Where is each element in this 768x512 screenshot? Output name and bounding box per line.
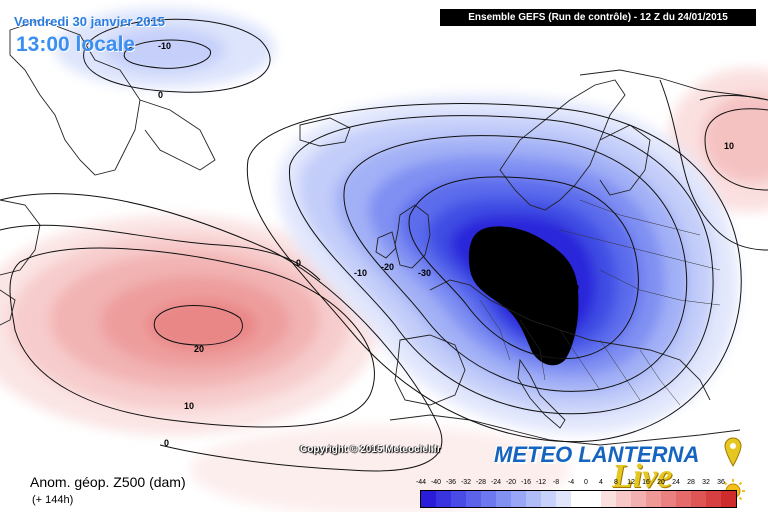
parameter-label: Anom. géop. Z500 (dam) [30,474,186,490]
legend-swatch [451,491,466,507]
run-banner: Ensemble GEFS (Run de contrôle) - 12 Z d… [440,9,756,26]
copyright: Copyright © 2015 Meteociel.fr [300,444,441,455]
legend-swatch [646,491,661,507]
legend-tick-label: 8 [614,479,618,486]
color-scale-legend [420,490,737,508]
isoline-minus20 [289,115,714,415]
legend-swatch [481,491,496,507]
legend-tick-label: 24 [672,479,680,486]
map-pin-icon [724,437,742,468]
logo-live: Live [612,458,673,495]
label-sw-ten: 10 [184,401,194,411]
legend-tick-label: -4 [567,479,575,486]
legend-tick-label: -20 [505,479,517,486]
legend-swatch [436,491,451,507]
lead-time: (+ 144h) [32,494,74,506]
legend-tick-label: -40 [430,479,442,486]
legend-tick-label: 16 [642,479,650,486]
isoline-labels: -10 0 10 0 -10 -20 -30 -40 20 10 0 [158,41,734,448]
label-south-zero: 0 [164,438,169,448]
positive-anomaly-southwest [0,215,380,435]
legend-ticks: -44 -40 -36 -32 -28 -24 -20 -16 -12 -8 -4 0 4 8 12 16 20… [410,479,760,490]
legend-swatch [586,491,601,507]
isoline-nw-minus10 [123,39,211,69]
negative-anomaly-northwest [55,8,275,88]
legend-tick-label: -12 [535,479,547,486]
isoline-zero-south [0,193,443,472]
legend-swatch [421,491,436,507]
legend-tick-label: 0 [584,479,588,486]
legend-tick-label: 4 [599,479,603,486]
legend-swatch [631,491,646,507]
legend-swatch [511,491,526,507]
legend-swatch [601,491,616,507]
label-ne-ten: 10 [724,141,734,151]
legend-tick-label: 32 [702,479,710,486]
label-minus20: -20 [381,262,394,272]
legend-swatch [676,491,691,507]
forecast-time: 13:00 locale [16,33,136,56]
legend-tick-label: 36 [717,479,725,486]
legend-swatch [526,491,541,507]
isoline-minus40 [408,176,639,359]
isoline-ne-ten [699,95,768,191]
legend-swatch [721,491,736,507]
legend-tick-label: 12 [627,479,635,486]
legend-tick-label: -16 [520,479,532,486]
isoline-minus30 [343,135,688,392]
logo-text: METEO LANTERNA [494,442,700,467]
forecast-date: Vendredi 30 janvier 2015 [14,14,166,29]
anomaly-core [468,226,579,366]
legend-swatch [661,491,676,507]
legend-swatch [691,491,706,507]
isoline-ne-zero [659,79,768,251]
label-minus40: -40 [566,283,579,293]
country-borders [479,199,721,406]
legend-swatch [616,491,631,507]
label-nw-minus10: -10 [158,41,171,51]
legend-tick-label: -44 [415,479,427,486]
label-nw-zero: 0 [158,90,163,100]
legend-tick-label: -36 [445,479,457,486]
isoline-zero-west [0,224,321,281]
legend-swatch [541,491,556,507]
legend-swatch [496,491,511,507]
legend-tick-label: 20 [657,479,665,486]
isoline-nw-zero [83,18,271,93]
geopotential-isolines [0,18,768,472]
label-twenty: 20 [194,344,204,354]
label-minus30: -30 [418,268,431,278]
legend-tick-label: -32 [460,479,472,486]
legend-swatch [571,491,586,507]
legend-swatch [556,491,571,507]
label-mid-zero: 0 [296,258,301,268]
isoline-ten-sw [9,247,375,428]
legend-swatch [706,491,721,507]
legend-tick-label: 28 [687,479,695,486]
isoline-twenty [153,305,243,346]
isoline-minus10 [246,103,742,443]
label-minus10: -10 [354,268,367,278]
legend-tick-label: -24 [490,479,502,486]
legend-tick-label: -28 [475,479,487,486]
legend-tick-label: -8 [552,479,560,486]
legend-swatch [466,491,481,507]
